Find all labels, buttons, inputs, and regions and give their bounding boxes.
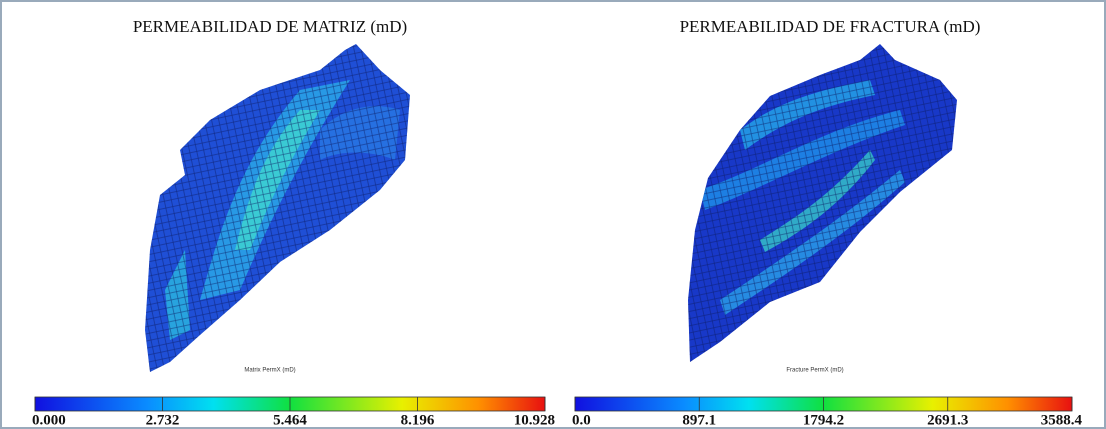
colorbar-tick-label: 2.732 (146, 412, 180, 428)
colorbar-tick-label: 0.000 (32, 412, 66, 428)
matrix-grid (145, 44, 410, 372)
colorbar-tick-label: 2691.3 (927, 412, 968, 428)
colorbar-caption: Matrix PermX (mD) (244, 368, 295, 374)
colorbar-tick-label: 1794.2 (803, 412, 844, 428)
colorbar-tick-label: 897.1 (682, 412, 716, 428)
colorbar-tick-label: 3588.4 (1041, 412, 1083, 428)
fracture-grid (688, 44, 957, 362)
colorbar-tick-label: 0.0 (572, 412, 591, 428)
panel-title: PERMEABILIDAD DE MATRIZ (mD) (133, 17, 407, 36)
colorbar-tick-label: 5.464 (273, 412, 307, 428)
panel-title: PERMEABILIDAD DE FRACTURA (mD) (680, 17, 981, 36)
colorbar-tick-label: 8.196 (401, 412, 435, 428)
colorbar-tick-label: 10.928 (514, 412, 555, 428)
colorbar-caption: Fracture PermX (mD) (786, 368, 843, 374)
